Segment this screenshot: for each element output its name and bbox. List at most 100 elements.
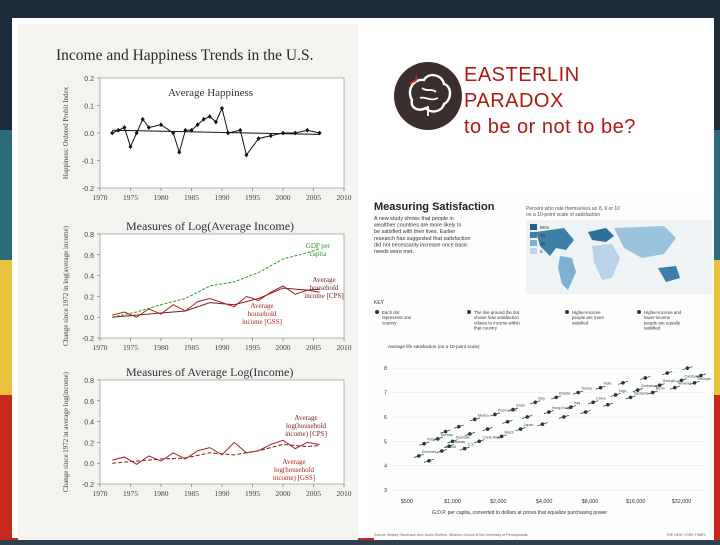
credit-note: THE NEW YORK TIMES xyxy=(666,533,706,537)
country-label: Benin xyxy=(656,387,665,391)
x-tick-label: 2005 xyxy=(306,193,321,202)
country-dot xyxy=(692,381,697,385)
happiness-point xyxy=(220,105,224,111)
country-dot xyxy=(472,417,477,422)
key-item: Higher-income and lower-income people are … xyxy=(644,310,682,331)
y-tick-label: 0.8 xyxy=(84,232,94,239)
y-axis-label: Happiness: Ordered Probit Index xyxy=(62,86,70,179)
country-dot xyxy=(485,427,490,431)
x-tick-label: 2010 xyxy=(337,343,352,352)
y-tick-label: 0.2 xyxy=(84,76,94,83)
map-north-america xyxy=(536,228,574,256)
country-dot xyxy=(525,415,530,419)
left-figure-panel: Income and Happiness Trends in the U.S. … xyxy=(18,24,358,540)
country-label: Israel xyxy=(516,404,525,408)
x-tick-label: 1985 xyxy=(184,489,199,498)
country-dot xyxy=(569,405,573,409)
series-annotation: Average household income [GSS]Average hou… xyxy=(242,302,282,326)
country-dot xyxy=(591,400,595,405)
country-dot xyxy=(493,412,497,417)
country-dot xyxy=(576,390,580,395)
country-dot xyxy=(628,395,633,400)
country-dot xyxy=(443,429,448,434)
country-dot xyxy=(447,444,451,448)
x-tick-label: 1975 xyxy=(123,343,138,352)
country-label: Mexico xyxy=(478,413,489,417)
country-dot xyxy=(547,410,551,414)
series-line xyxy=(112,439,320,465)
key-label: KEY xyxy=(374,300,385,306)
country-dot xyxy=(468,432,472,436)
x-tick-label: 2005 xyxy=(306,489,321,498)
country-label: Armenia xyxy=(678,382,691,386)
country-dot xyxy=(665,371,670,375)
x-tick-label: 1980 xyxy=(154,489,169,498)
scatter-x-tick: $2,000 xyxy=(490,499,507,505)
world-map: Percent who rate themselves an 8, 9 or 1… xyxy=(526,206,712,294)
left-figure-title: Income and Happiness Trends in the U.S. xyxy=(56,47,313,64)
happiness-point xyxy=(201,116,206,122)
happiness-point xyxy=(244,152,249,158)
scatter-y-tick: 5 xyxy=(384,439,387,445)
country-dot xyxy=(613,393,618,397)
scatter-y-tick: 7 xyxy=(384,391,387,397)
country-label: Italy xyxy=(538,396,545,400)
y-tick-label: 0.0 xyxy=(84,461,94,468)
happiness-point xyxy=(256,136,261,141)
country-label: Togo xyxy=(619,389,627,393)
y-axis-label: Change since 1972 in log(average income) xyxy=(62,225,70,346)
map-legend: 65% 33 16 5 xyxy=(530,224,549,254)
y-tick-label: 0.1 xyxy=(84,104,94,111)
average-log-income-chart: Measures of Average Log(Income) 0.8 0.6 0.4… xyxy=(62,365,352,498)
country-label: India xyxy=(604,382,612,386)
series-line xyxy=(112,443,320,464)
country-dot xyxy=(685,366,690,370)
x-tick-label: 1990 xyxy=(215,343,230,352)
country-dot xyxy=(533,400,538,405)
chart-title: Measures of Average Log(Income) xyxy=(126,365,293,379)
country-label: Iraq xyxy=(574,401,580,405)
country-label: U.S. xyxy=(468,443,475,447)
country-label: Japan xyxy=(524,423,534,427)
x-tick-label: 1990 xyxy=(215,489,230,498)
country-label: Canada xyxy=(452,440,465,444)
series-annotation: Average household income [CPS]Average hou… xyxy=(304,276,343,300)
country-dot xyxy=(650,390,655,395)
satisfaction-figure: Measuring Satisfaction A new study shows… xyxy=(373,201,712,537)
country-label: Ireland xyxy=(445,445,456,449)
scatter-y-tick: 6 xyxy=(384,415,387,421)
country-dot xyxy=(511,407,515,412)
y-tick-label: -0.2 xyxy=(82,482,94,489)
x-tick-label: 1970 xyxy=(93,193,108,202)
map-legend-swatch xyxy=(530,248,537,254)
scatter-y-tick: 3 xyxy=(384,488,387,494)
key-marker xyxy=(467,310,471,314)
scatter-x-tick: $1,000 xyxy=(444,499,461,505)
series-annotation: Average log(household income) [CPS] Avera… xyxy=(285,414,327,438)
country-label: Puerto Rico xyxy=(498,408,517,412)
country-dot xyxy=(518,427,523,431)
country-dot xyxy=(457,424,461,429)
happiness-point xyxy=(238,127,243,133)
happiness-point xyxy=(140,116,145,122)
country-label: Tanzania xyxy=(634,391,648,395)
country-label: China xyxy=(596,396,605,400)
y-tick-label: 0.4 xyxy=(84,274,94,281)
happiness-point xyxy=(268,133,273,139)
key-item: Each dot represents one country xyxy=(382,310,412,325)
x-tick-label: 1980 xyxy=(154,343,169,352)
key-items: Each dot represents one country The line ar… xyxy=(375,310,682,331)
x-tick-label: 2000 xyxy=(276,343,291,352)
y-tick-label: 0.6 xyxy=(84,253,94,260)
key-marker xyxy=(375,310,379,314)
y-tick-label: 0.2 xyxy=(84,440,94,447)
chart-title: Measures of Log(Average Income) xyxy=(126,219,294,233)
title-line-1: EASTERLIN xyxy=(464,64,580,86)
country-dot xyxy=(499,434,504,439)
country-dot xyxy=(439,449,444,453)
country-dot xyxy=(450,439,455,444)
country-label: Australia xyxy=(456,435,470,439)
country-dot xyxy=(477,439,482,444)
income-happiness-figure: Income and Happiness Trends in the U.S. … xyxy=(56,47,352,498)
